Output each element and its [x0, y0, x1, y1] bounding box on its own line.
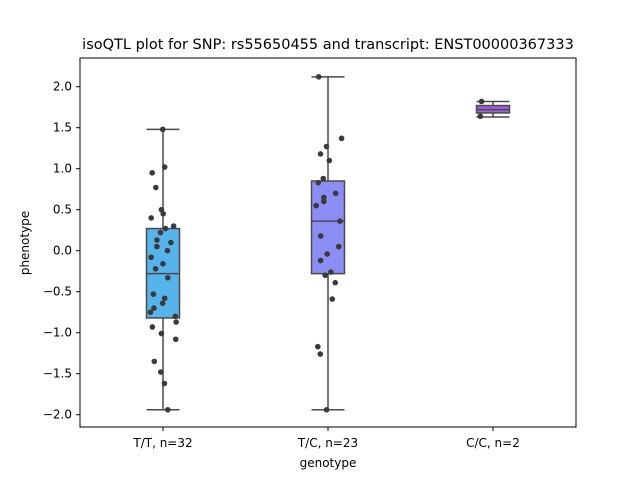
box-iqr	[310, 180, 346, 275]
data-point	[161, 295, 168, 302]
data-point	[165, 406, 171, 413]
data-point	[315, 343, 321, 350]
x-tick-label: T/T, n=32	[132, 436, 192, 450]
data-point	[337, 218, 343, 224]
data-point	[321, 198, 327, 205]
data-point	[313, 202, 320, 209]
data-point	[165, 274, 171, 281]
data-point	[154, 237, 160, 243]
data-point	[151, 305, 157, 311]
data-point	[315, 74, 322, 80]
data-point	[478, 98, 485, 105]
data-point	[317, 257, 324, 264]
data-point	[323, 143, 330, 150]
data-point	[324, 251, 330, 257]
data-point	[159, 126, 166, 133]
y-tick-label: 0.5	[53, 203, 72, 217]
data-point	[317, 233, 324, 239]
x-tick-label: T/C, n=23	[297, 436, 358, 450]
data-point	[162, 225, 169, 232]
y-tick-label: 2.0	[53, 80, 72, 94]
x-tick-label: C/C, n=2	[466, 436, 520, 450]
data-point	[152, 265, 159, 272]
data-point	[154, 243, 160, 250]
data-point	[149, 324, 156, 330]
data-point	[332, 279, 339, 286]
data-point	[164, 247, 171, 254]
data-point	[150, 291, 157, 297]
x-axis-title: genotype	[300, 456, 357, 470]
data-point	[328, 269, 334, 275]
data-point	[151, 358, 158, 365]
data-point	[158, 330, 165, 337]
data-point	[157, 369, 164, 375]
data-point	[161, 164, 168, 170]
box-group-1	[310, 76, 346, 411]
points-group-1	[313, 74, 345, 413]
data-point	[323, 406, 330, 413]
data-point	[160, 261, 166, 267]
data-point	[161, 380, 168, 387]
data-point	[170, 223, 177, 229]
data-point	[326, 157, 333, 164]
data-point	[172, 313, 179, 320]
data-point	[335, 243, 342, 250]
y-axis: −2.0 −1.5 −1.0 −0.5 0.0 0.5 1.0 1.5 2.0	[43, 80, 80, 422]
data-point	[160, 211, 166, 217]
data-point	[322, 272, 329, 279]
y-tick-label: −2.0	[43, 408, 72, 422]
data-point	[148, 254, 154, 261]
data-point	[172, 336, 179, 343]
data-point	[317, 351, 324, 357]
y-axis-title: phenotype	[18, 211, 32, 275]
y-tick-label: −1.0	[43, 326, 72, 340]
plot-area	[145, 74, 511, 413]
data-point	[477, 113, 484, 120]
data-point	[149, 170, 156, 176]
y-tick-label: 0.0	[53, 244, 72, 258]
data-point	[147, 309, 154, 316]
data-point	[321, 194, 327, 201]
y-tick-label: 1.5	[53, 121, 72, 135]
points-group-2	[477, 98, 485, 120]
points-group-0	[147, 126, 179, 413]
data-point	[157, 229, 164, 236]
data-point	[332, 190, 339, 197]
chart-title: isoQTL plot for SNP: rs55650455 and tran…	[82, 37, 574, 53]
data-point	[159, 300, 166, 306]
data-point	[317, 151, 324, 157]
data-point	[148, 215, 154, 221]
data-point	[320, 175, 327, 182]
data-point	[168, 239, 174, 246]
x-axis: T/T, n=32 T/C, n=23 C/C, n=2	[132, 427, 520, 450]
data-point	[338, 135, 345, 142]
data-point	[315, 179, 322, 186]
data-point	[153, 184, 159, 191]
y-tick-label: −1.5	[43, 367, 72, 381]
y-tick-label: 1.0	[53, 162, 72, 176]
y-tick-label: −0.5	[43, 285, 72, 299]
data-point	[173, 319, 179, 325]
data-point	[329, 296, 336, 302]
